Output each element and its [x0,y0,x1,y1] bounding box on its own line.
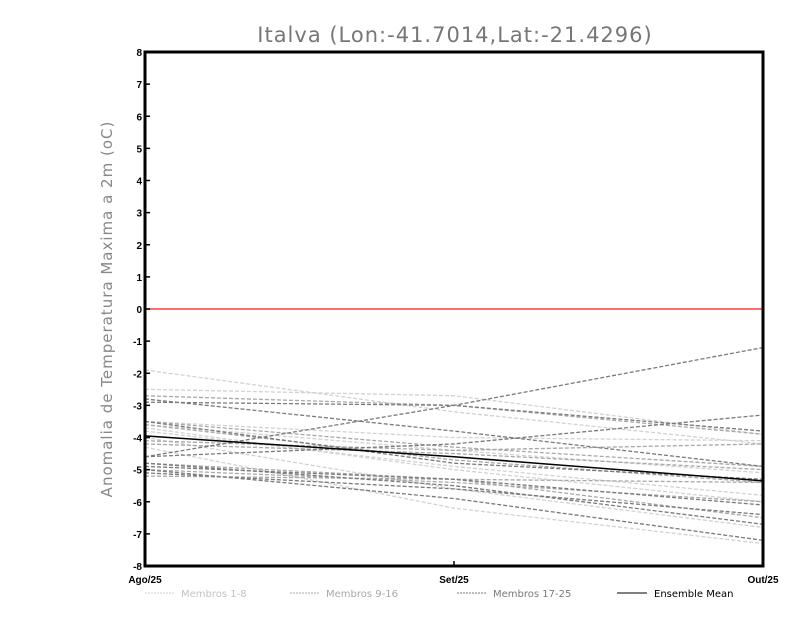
member-line-0-4 [144,446,764,545]
member-line-1-7 [144,440,764,452]
x-tick-label: Out/25 [747,575,779,586]
y-tick-label: -7 [133,530,142,541]
y-axis-label: Anomalia de Temperatura Maxima a 2m (oC) [98,121,116,498]
y-tick-label: -4 [133,434,142,445]
y-tick-label: 4 [136,177,142,188]
member-line-2-6 [144,465,764,506]
member-line-1-4 [144,468,764,503]
member-line-0-1 [144,388,764,435]
y-tick-label: 0 [136,305,142,316]
y-tick-label: -3 [133,401,142,412]
y-tick-label: 8 [136,48,142,59]
legend-label-2: Membros 17-25 [493,589,571,600]
chart-title: Italva (Lon:-41.7014,Lat:-21.4296) [257,23,652,47]
y-tick-label: -5 [133,466,142,477]
member-line-2-7 [144,420,764,480]
member-line-0-2 [144,424,764,474]
ensemble-mean-line [144,435,764,482]
member-line-2-2 [144,401,764,432]
y-tick-label: 1 [136,273,142,284]
member-line-1-5 [144,424,764,484]
member-line-2-5 [144,468,764,541]
y-tick-label: 6 [136,112,142,123]
member-line-1-2 [144,443,764,471]
member-line-2-3 [144,414,764,458]
member-line-2-8 [144,472,764,516]
legend-label-1: Membros 9-16 [326,589,398,600]
y-tick-label: -1 [133,337,142,348]
y-tick-label: -8 [133,562,142,573]
y-tick-label: 5 [136,144,142,155]
member-line-0-0 [144,369,764,445]
member-line-2-1 [144,398,764,468]
y-tick-label: -6 [133,498,142,509]
member-line-0-5 [144,420,764,442]
legend-label-ensemble: Ensemble Mean [654,589,733,600]
x-tick-label: Ago/25 [128,575,162,586]
y-tick-label: 7 [136,80,142,91]
member-line-0-3 [144,427,764,503]
member-line-2-4 [144,462,764,525]
y-tick-label: 3 [136,209,142,220]
member-line-1-1 [144,420,764,468]
y-tick-label: 2 [136,241,142,252]
y-tick-label: -2 [133,369,142,380]
legend-label-0: Membros 1-8 [181,589,247,600]
plot-frame [143,50,765,568]
x-tick-label: Set/25 [439,575,469,586]
